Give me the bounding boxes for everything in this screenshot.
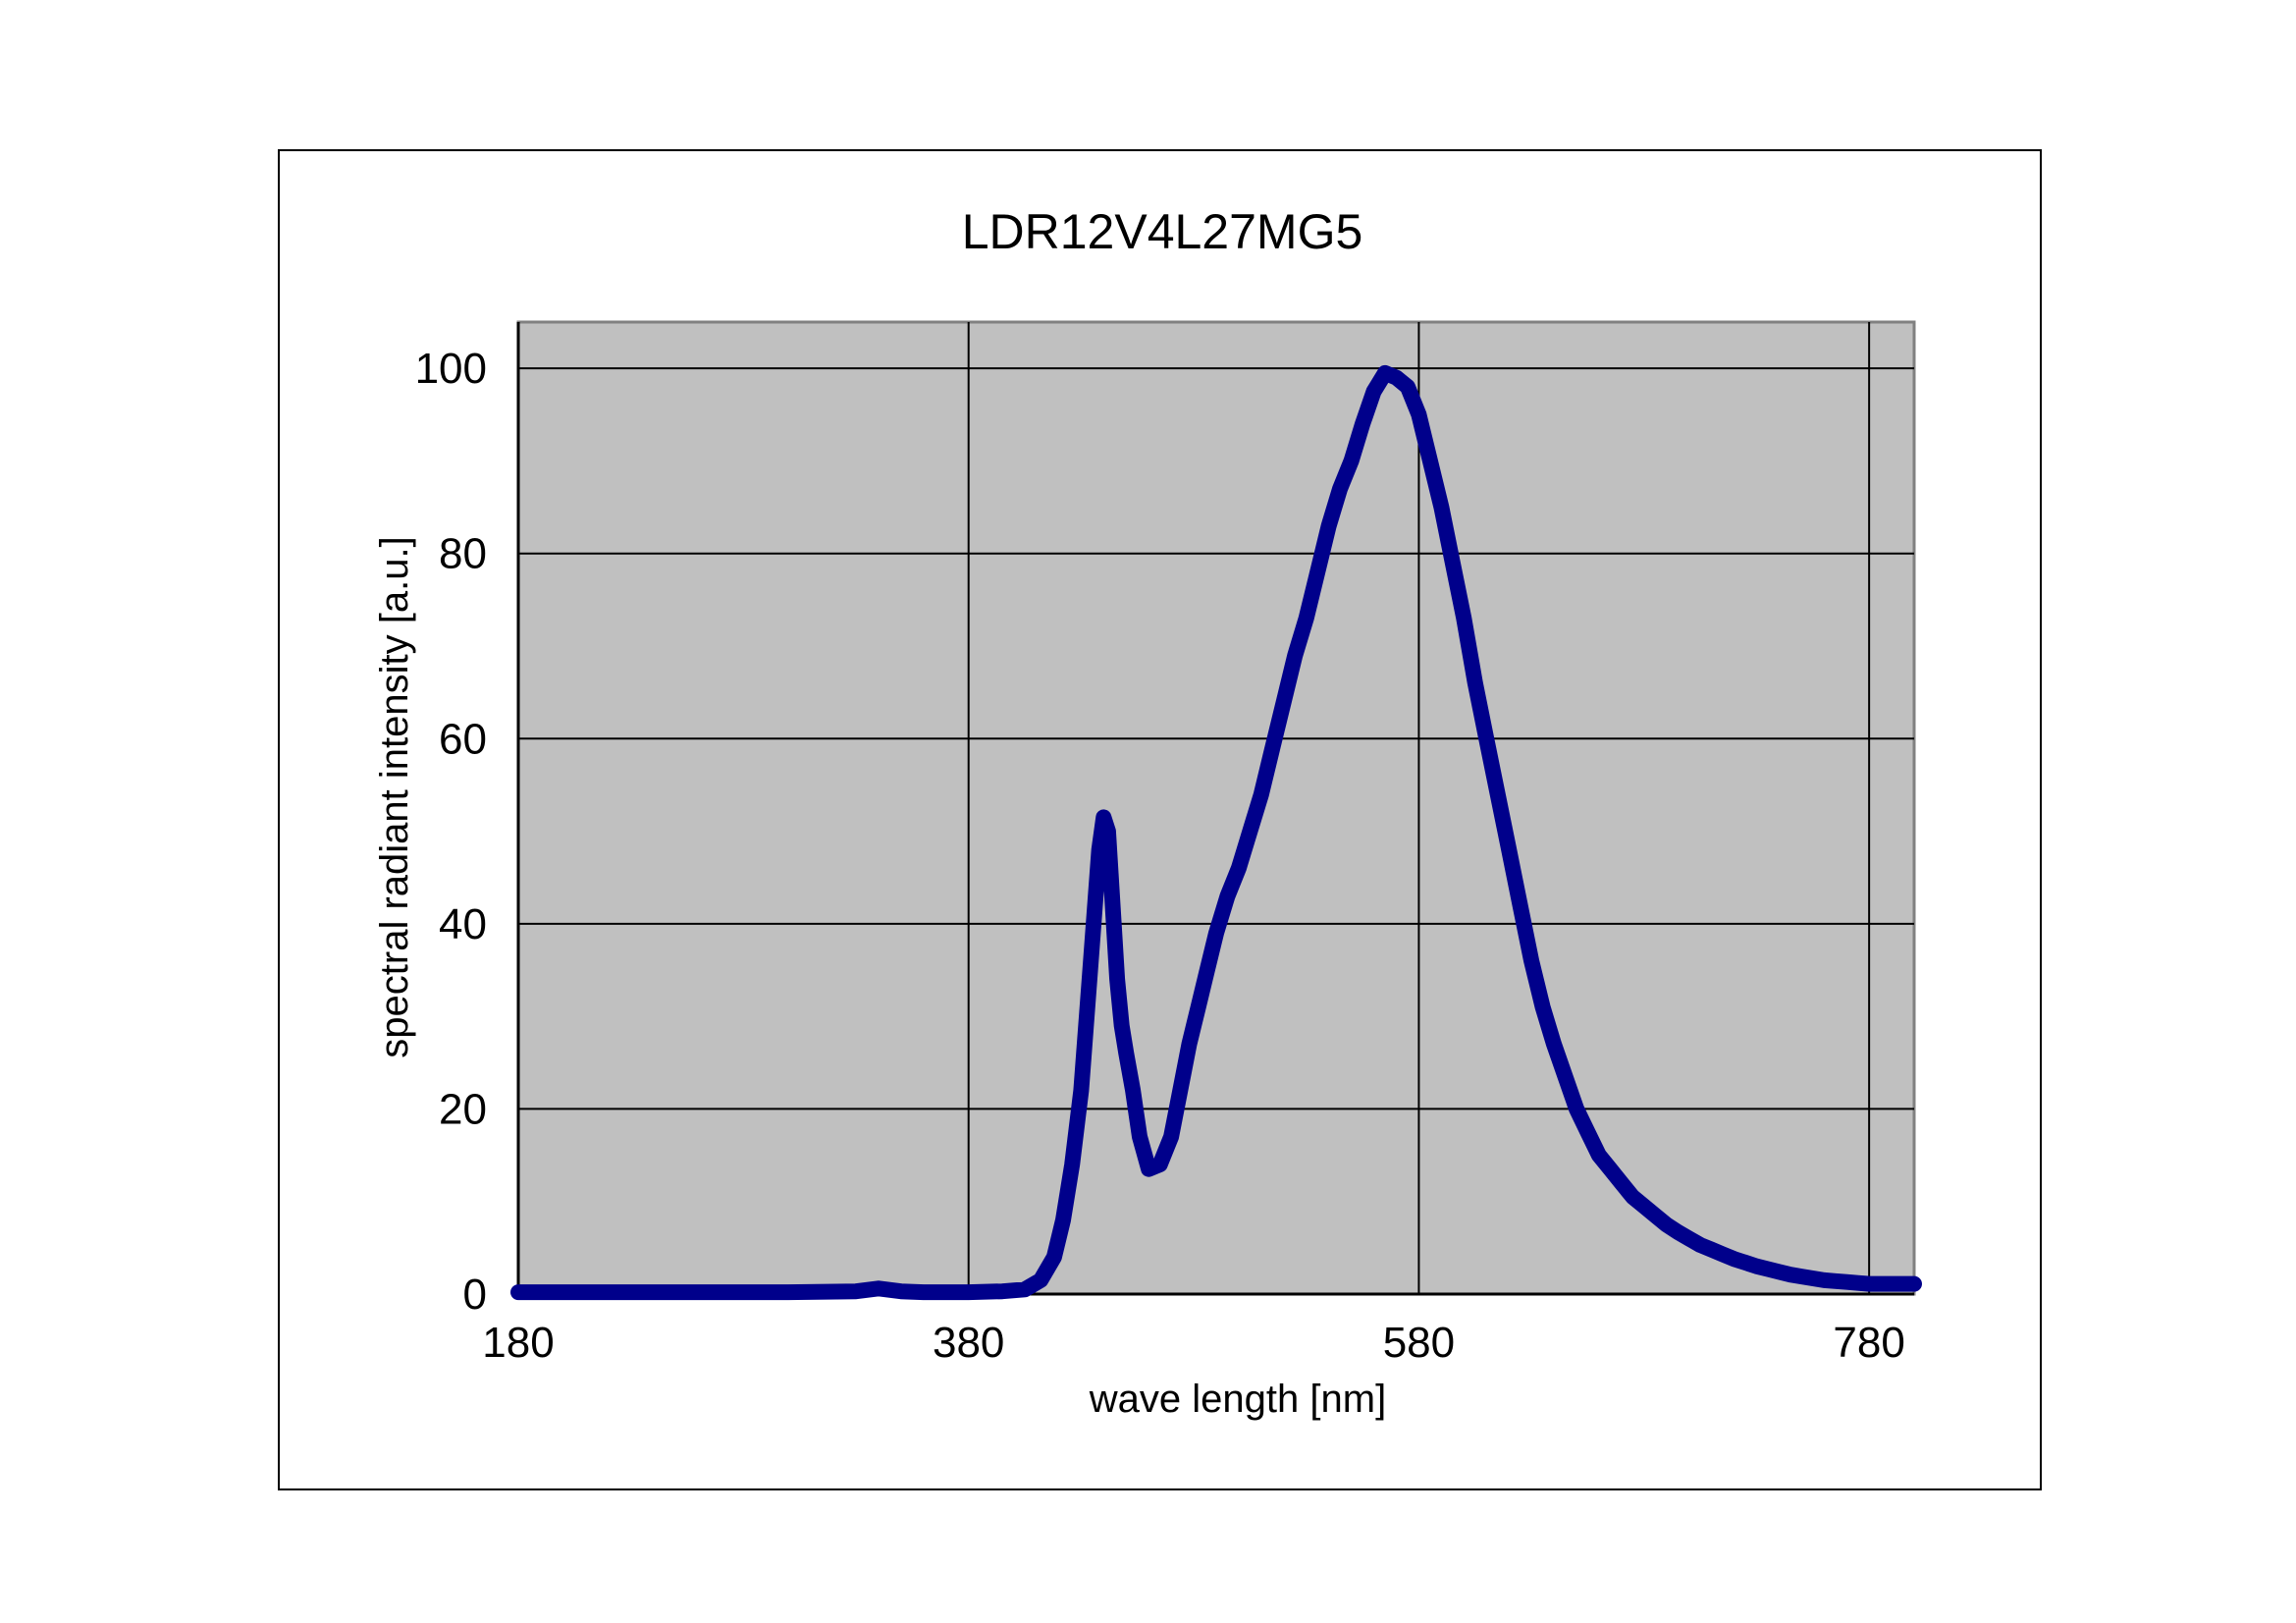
x-tick-label: 380 (933, 1319, 1004, 1367)
y-tick-label: 60 (439, 715, 487, 763)
chart-title: LDR12V4L27MG5 (962, 204, 1363, 259)
x-tick-label: 180 (482, 1319, 554, 1367)
tick-labels: 0 20 40 60 80 100 180 380 580 780 (415, 345, 1905, 1367)
x-tick-label: 780 (1833, 1319, 1904, 1367)
y-axis-label: spectral radiant intensity [a.u.] (373, 536, 416, 1057)
x-axis-label: wave length [nm] (1089, 1378, 1386, 1421)
y-tick-label: 20 (439, 1085, 487, 1133)
series-layer (510, 364, 1922, 1301)
plot-area (516, 320, 1916, 1296)
y-tick-label: 0 (463, 1271, 487, 1319)
x-tick-label: 580 (1383, 1319, 1455, 1367)
y-tick-label: 40 (439, 900, 487, 948)
y-tick-label: 100 (415, 345, 487, 393)
y-tick-label: 80 (439, 530, 487, 578)
series-line (510, 364, 1922, 1301)
